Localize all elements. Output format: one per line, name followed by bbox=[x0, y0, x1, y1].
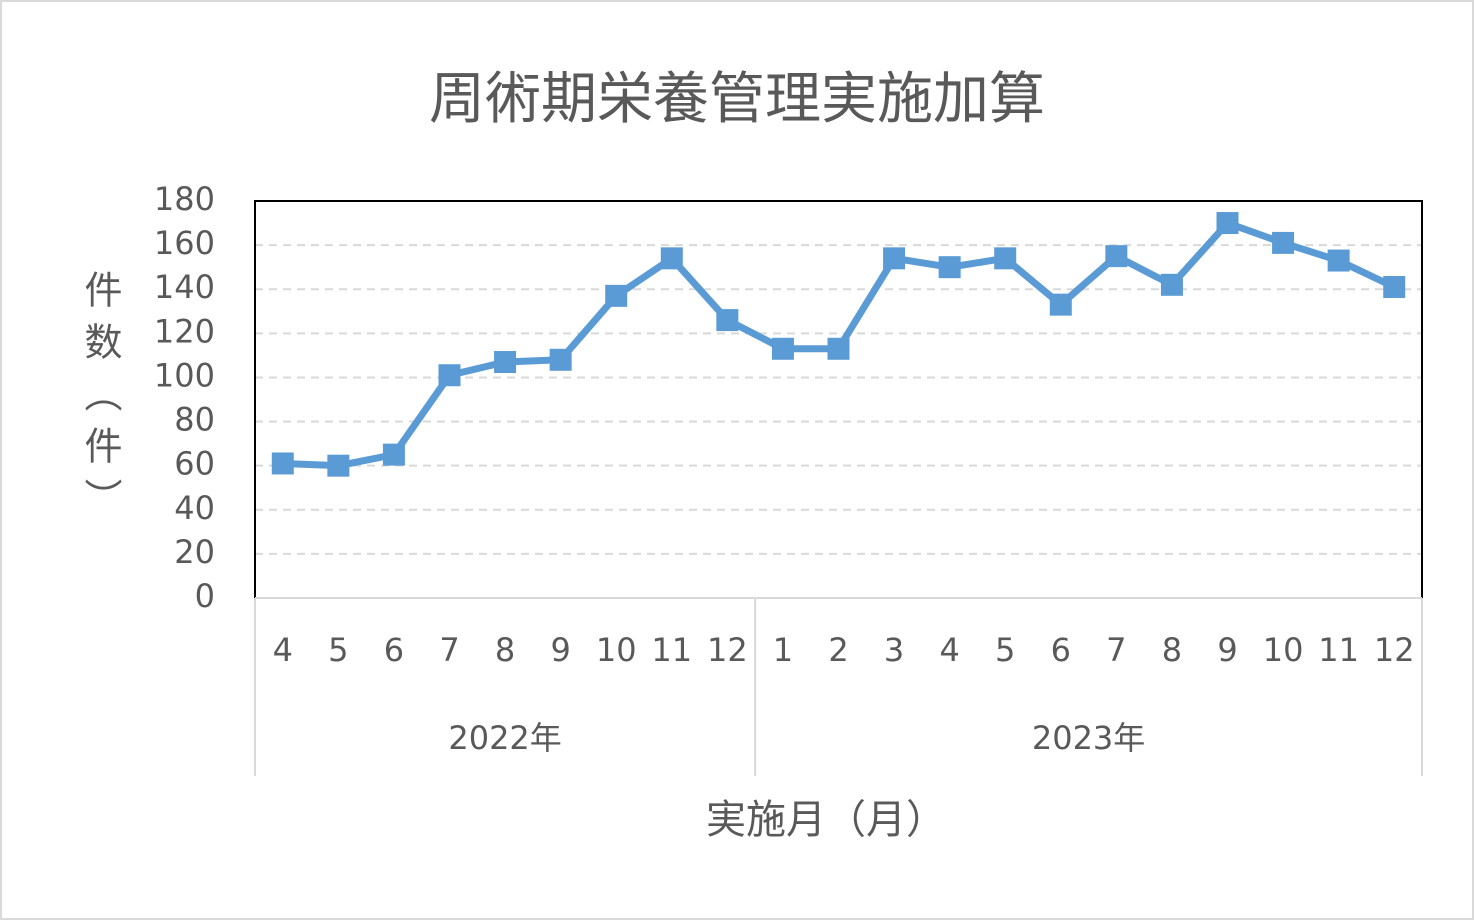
x-tick-label: 6 bbox=[1051, 631, 1071, 669]
y-tick-label: 180 bbox=[154, 180, 215, 218]
data-point bbox=[938, 256, 961, 279]
data-point bbox=[1049, 293, 1072, 316]
data-point bbox=[660, 247, 683, 270]
y-tick-label: 40 bbox=[174, 489, 215, 527]
data-point bbox=[1327, 249, 1350, 272]
x-tick-label: 5 bbox=[995, 631, 1015, 669]
x-tick-label: 3 bbox=[884, 631, 904, 669]
x-tick-label: 5 bbox=[328, 631, 348, 669]
data-point bbox=[883, 247, 906, 270]
data-point bbox=[494, 351, 517, 374]
data-point bbox=[1216, 212, 1239, 235]
x-tick-label: 12 bbox=[707, 631, 748, 669]
y-tick-label: 100 bbox=[154, 356, 215, 394]
x-tick-label: 2 bbox=[828, 631, 848, 669]
data-point bbox=[716, 309, 739, 332]
x-tick-label: 12 bbox=[1374, 631, 1415, 669]
y-tick-label: 160 bbox=[154, 224, 215, 262]
x-tick-label: 11 bbox=[1318, 631, 1359, 669]
x-tick-label: 11 bbox=[651, 631, 692, 669]
data-point bbox=[605, 284, 628, 307]
x-tick-label: 9 bbox=[1217, 631, 1237, 669]
x-tick-label: 7 bbox=[439, 631, 459, 669]
data-point bbox=[827, 337, 850, 360]
x-axis-label: 実施月（月） bbox=[706, 797, 946, 843]
x-tick-label: 10 bbox=[596, 631, 637, 669]
y-tick-label: 140 bbox=[154, 268, 215, 306]
x-tick-label: 8 bbox=[495, 631, 515, 669]
x-tick-label: 7 bbox=[1106, 631, 1126, 669]
x-tick-label: 1 bbox=[773, 631, 793, 669]
data-point bbox=[271, 452, 294, 475]
data-point bbox=[1383, 276, 1406, 299]
x-tick-label: 8 bbox=[1162, 631, 1182, 669]
y-tick-label: 60 bbox=[174, 445, 215, 483]
data-point bbox=[771, 337, 794, 360]
data-point bbox=[382, 443, 405, 466]
x-tick-label: 4 bbox=[939, 631, 959, 669]
chart-title: 周術期栄養管理実施加算 bbox=[429, 67, 1045, 132]
group-label: 2022年 bbox=[448, 719, 561, 757]
y-tick-label: 120 bbox=[154, 312, 215, 350]
y-axis-label: 件数（件） bbox=[78, 270, 122, 530]
y-tick-label: 80 bbox=[174, 401, 215, 439]
data-point bbox=[994, 247, 1017, 270]
data-point bbox=[1105, 245, 1128, 268]
y-tick-label: 20 bbox=[174, 533, 215, 571]
data-point bbox=[1160, 273, 1183, 296]
group-label: 2023年 bbox=[1032, 719, 1145, 757]
data-point bbox=[327, 454, 350, 477]
data-point bbox=[438, 364, 461, 387]
y-tick-label: 0 bbox=[195, 577, 215, 615]
data-point bbox=[1272, 231, 1295, 254]
data-point bbox=[549, 348, 572, 371]
x-tick-label: 9 bbox=[550, 631, 570, 669]
x-tick-label: 4 bbox=[273, 631, 293, 669]
x-tick-label: 6 bbox=[384, 631, 404, 669]
x-tick-label: 10 bbox=[1263, 631, 1304, 669]
